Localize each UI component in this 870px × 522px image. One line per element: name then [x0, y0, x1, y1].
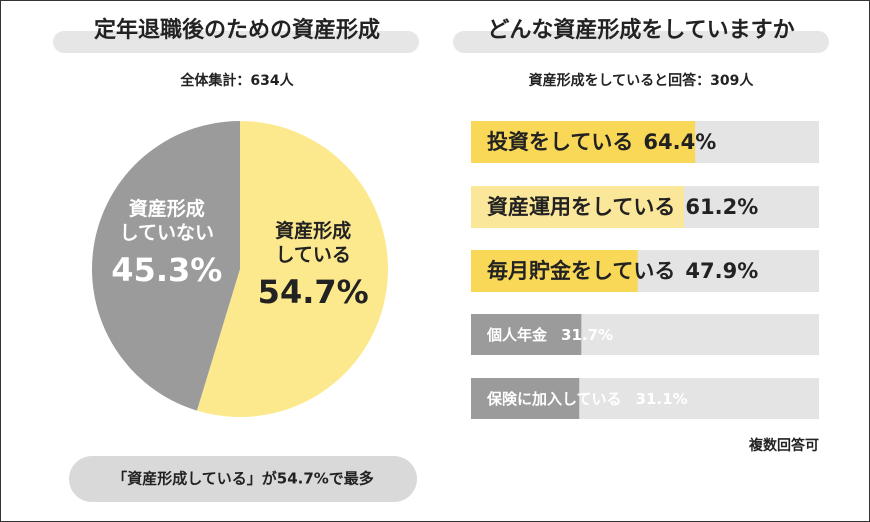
bar-label: 保険に加入している [486, 390, 622, 408]
bar [471, 250, 638, 292]
bar-value: 61.2% [685, 195, 758, 219]
bar [471, 378, 580, 419]
bar-value: 47.9% [685, 259, 758, 283]
chart-subtitle: 資産形成をしていると回答：309人 [529, 72, 755, 89]
bar-label: 個人年金 [486, 326, 548, 344]
annotation: 「資産形成している」が54.7%で最多 [112, 470, 374, 488]
bar [471, 121, 696, 163]
bar-value: 31.1% [636, 390, 688, 408]
title-band [53, 31, 419, 53]
chart-title: 定年退職後のための資産形成 [94, 17, 380, 43]
note: 複数回答可 [748, 437, 819, 454]
title-band [453, 31, 829, 53]
bar-label: 毎月貯金をしている [487, 259, 675, 283]
slice-value: 54.7% [257, 272, 369, 311]
annotation-pill [69, 456, 417, 502]
bar-value: 64.4% [643, 130, 716, 154]
chart-subtitle: 全体集計：634人 [179, 72, 294, 89]
chart-title: どんな資産形成をしていますか [487, 17, 794, 43]
bar [471, 186, 684, 228]
bar [471, 314, 582, 355]
slice-value: 45.3% [111, 251, 223, 290]
bar-label: 投資をしている [487, 130, 633, 154]
bar-label: 資産運用をしている [487, 195, 675, 219]
bar-value: 31.7% [561, 326, 613, 344]
pie-slice [196, 121, 388, 418]
pie-slice [92, 121, 240, 411]
slice-label: 資産形成 していない [119, 198, 215, 244]
slice-label: 資産形成 している [275, 219, 352, 266]
